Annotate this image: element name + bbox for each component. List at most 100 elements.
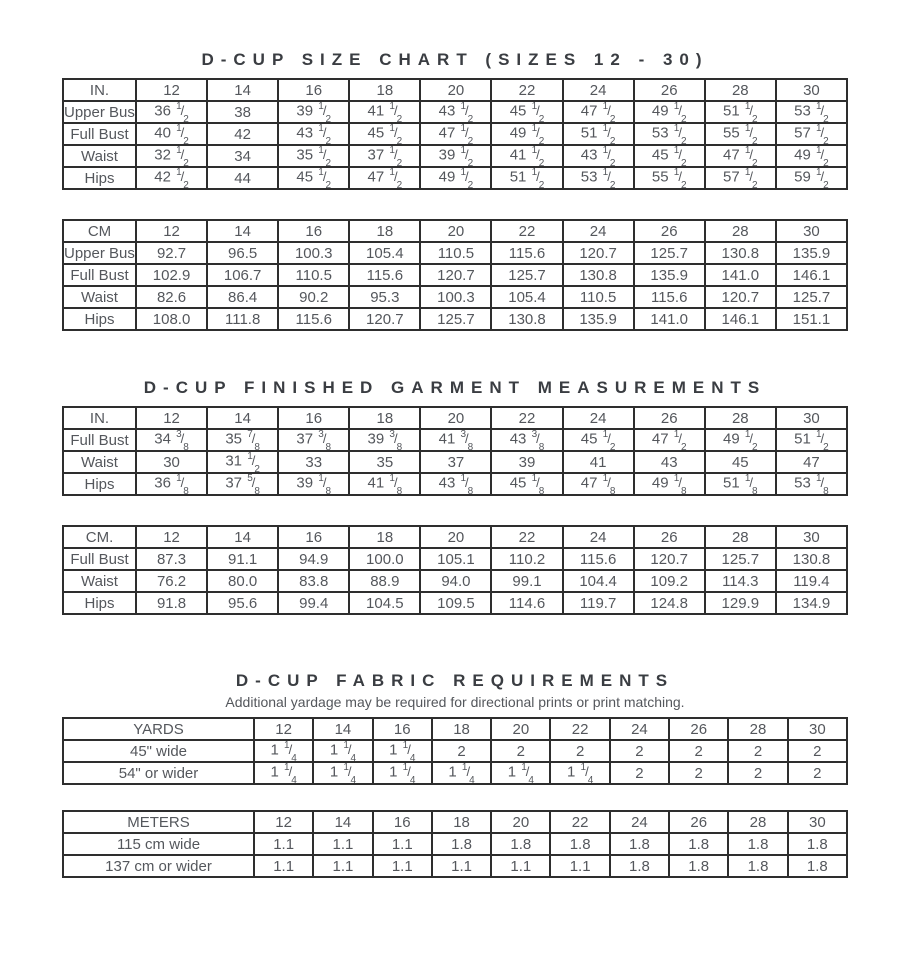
unit-corner-cell: YARDS bbox=[62, 717, 255, 741]
measurement-value: 47 1/2 bbox=[419, 122, 493, 146]
measurement-value: 135.9 bbox=[632, 263, 706, 287]
measurement-value: 43 1/2 bbox=[419, 100, 493, 124]
table-header-row: IN. 12 14 16 18 20 22 24 26 28 30 bbox=[62, 78, 849, 102]
measurement-value: 94.0 bbox=[419, 569, 493, 593]
measurement-value: 120.7 bbox=[348, 307, 422, 331]
measurement-value: 2 bbox=[549, 739, 611, 763]
row-label: Waist bbox=[62, 569, 137, 593]
measurement-value: 35 1/2 bbox=[277, 144, 351, 168]
measurement-value: 40 1/2 bbox=[134, 122, 209, 146]
row-label: Waist bbox=[62, 144, 137, 168]
measurement-value: 90.2 bbox=[277, 285, 351, 309]
measurement-value: 35 bbox=[348, 450, 422, 474]
size-column-header: 22 bbox=[490, 406, 564, 430]
measurement-value: 114.3 bbox=[703, 569, 777, 593]
table-row: Upper Bust 36 1/2 38 39 1/2 41 1/2 43 1/2 45 1… bbox=[62, 100, 849, 124]
measurement-value: 114.6 bbox=[490, 591, 564, 615]
size-column-header: 26 bbox=[668, 810, 730, 834]
size-column-header: 12 bbox=[252, 810, 315, 834]
measurement-value: 36 1/8 bbox=[134, 472, 209, 496]
measurement-value: 108.0 bbox=[134, 307, 209, 331]
row-label: 115 cm wide bbox=[62, 832, 255, 856]
unit-corner-cell: CM. bbox=[62, 525, 137, 549]
measurement-value: 39 1/2 bbox=[277, 100, 351, 124]
measurement-value: 91.8 bbox=[134, 591, 209, 615]
measurement-value: 51 1/2 bbox=[774, 428, 849, 452]
measurement-value: 125.7 bbox=[703, 547, 777, 571]
measurement-value: 1 1/4 bbox=[490, 761, 552, 785]
size-chart-document: D-CUP SIZE CHART (SIZES 12 - 30) IN. 12 14… bbox=[62, 50, 849, 878]
measurement-value: 39 1/2 bbox=[419, 144, 493, 168]
measurement-value: 43 1/2 bbox=[277, 122, 351, 146]
measurement-value: 1.8 bbox=[668, 854, 730, 878]
measurement-value: 125.7 bbox=[632, 241, 706, 265]
measurement-value: 2 bbox=[430, 739, 493, 763]
measurement-value: 125.7 bbox=[490, 263, 564, 287]
measurement-value: 102.9 bbox=[134, 263, 209, 287]
size-column-header: 20 bbox=[419, 219, 493, 243]
measurement-value: 99.1 bbox=[490, 569, 564, 593]
measurement-value: 91.1 bbox=[206, 547, 280, 571]
measurement-value: 110.5 bbox=[277, 263, 351, 287]
row-label: 137 cm or wider bbox=[62, 854, 255, 878]
measurement-value: 57 1/2 bbox=[703, 166, 777, 190]
measurement-value: 2 bbox=[727, 739, 789, 763]
unit-corner-cell: CM bbox=[62, 219, 137, 243]
row-label: Full Bust bbox=[62, 547, 137, 571]
measurement-value: 31 1/2 bbox=[206, 450, 280, 474]
measurement-value: 37 1/2 bbox=[348, 144, 422, 168]
measurement-value: 1 1/4 bbox=[312, 739, 374, 763]
measurement-value: 2 bbox=[608, 739, 671, 763]
row-label: 45" wide bbox=[62, 739, 255, 763]
table-header-row: CM. 12 14 16 18 20 22 24 26 28 30 bbox=[62, 525, 849, 549]
table-row: Full Bust 87.3 91.1 94.9 100.0 105.1 110.2 115.… bbox=[62, 547, 849, 571]
measurement-value: 109.5 bbox=[419, 591, 493, 615]
measurement-value: 115.6 bbox=[348, 263, 422, 287]
size-column-header: 24 bbox=[561, 219, 635, 243]
measurement-value: 1.1 bbox=[252, 854, 315, 878]
measurement-value: 141.0 bbox=[703, 263, 777, 287]
table-fabric-yards: YARDS 12 14 16 18 20 22 24 26 28 30 45" wide 1 1/4 1 … bbox=[62, 717, 849, 785]
unit-corner-cell: IN. bbox=[62, 78, 137, 102]
measurement-value: 134.9 bbox=[774, 591, 849, 615]
measurement-value: 30 bbox=[134, 450, 209, 474]
measurement-value: 47 1/2 bbox=[632, 428, 706, 452]
measurement-value: 2 bbox=[668, 761, 730, 785]
measurement-value: 2 bbox=[727, 761, 789, 785]
measurement-value: 41 bbox=[561, 450, 635, 474]
measurement-value: 94.9 bbox=[277, 547, 351, 571]
measurement-value: 53 1/2 bbox=[774, 100, 849, 124]
table-row: Waist 82.6 86.4 90.2 95.3 100.3 105.4 110.5 115.… bbox=[62, 285, 849, 309]
table-row: Waist 76.2 80.0 83.8 88.9 94.0 99.1 104.4 109.2 1… bbox=[62, 569, 849, 593]
size-column-header: 24 bbox=[561, 406, 635, 430]
measurement-value: 2 bbox=[490, 739, 552, 763]
measurement-value: 49 1/2 bbox=[490, 122, 564, 146]
measurement-value: 41 1/2 bbox=[348, 100, 422, 124]
measurement-value: 1.1 bbox=[312, 832, 374, 856]
measurement-value: 45 1/2 bbox=[632, 144, 706, 168]
measurement-value: 49 1/2 bbox=[419, 166, 493, 190]
measurement-value: 100.3 bbox=[419, 285, 493, 309]
measurement-value: 100.0 bbox=[348, 547, 422, 571]
measurement-value: 47 1/8 bbox=[561, 472, 635, 496]
size-column-header: 24 bbox=[608, 717, 671, 741]
size-column-header: 16 bbox=[277, 525, 351, 549]
measurement-value: 129.9 bbox=[703, 591, 777, 615]
size-column-header: 20 bbox=[490, 717, 552, 741]
measurement-value: 1.8 bbox=[727, 832, 789, 856]
measurement-value: 1.8 bbox=[430, 832, 493, 856]
table-row: Hips 108.0 111.8 115.6 120.7 125.7 130.8 135.9 1… bbox=[62, 307, 849, 331]
section-title-size-chart: D-CUP SIZE CHART (SIZES 12 - 30) bbox=[201, 50, 709, 69]
measurement-value: 36 1/2 bbox=[134, 100, 209, 124]
size-column-header: 16 bbox=[277, 219, 351, 243]
measurement-value: 135.9 bbox=[561, 307, 635, 331]
measurement-value: 45 1/8 bbox=[490, 472, 564, 496]
measurement-value: 49 1/8 bbox=[632, 472, 706, 496]
measurement-value: 39 1/8 bbox=[277, 472, 351, 496]
row-label: Full Bust bbox=[62, 122, 137, 146]
size-column-header: 30 bbox=[774, 525, 849, 549]
table-header-row: CM 12 14 16 18 20 22 24 26 28 30 bbox=[62, 219, 849, 243]
measurement-value: 146.1 bbox=[703, 307, 777, 331]
measurement-value: 95.6 bbox=[206, 591, 280, 615]
measurement-value: 1.1 bbox=[490, 854, 552, 878]
